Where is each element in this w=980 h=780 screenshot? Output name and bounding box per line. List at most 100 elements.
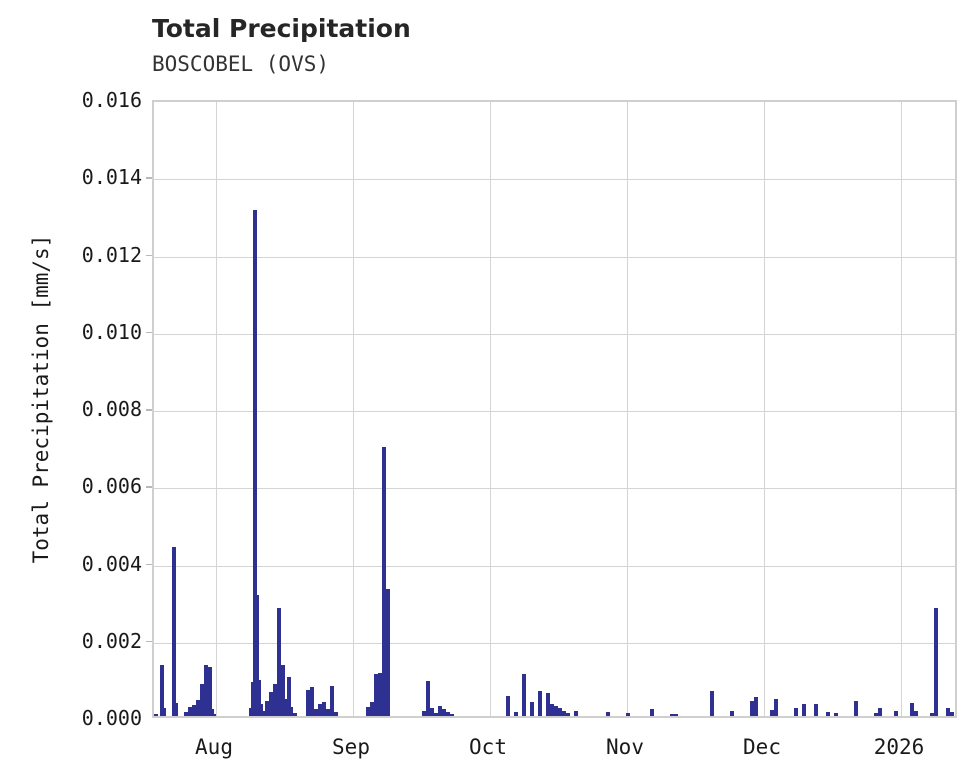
bar xyxy=(878,707,882,716)
bar xyxy=(754,697,758,716)
gridline-horizontal xyxy=(154,565,955,567)
bar xyxy=(530,702,534,716)
x-axis-tick-label: Sep xyxy=(332,735,370,759)
bar xyxy=(184,712,188,716)
y-axis-tick-labels: 0.000 0.002 0.004 0.006 0.008 0.010 0.012 0.014… xyxy=(0,0,142,780)
bar xyxy=(196,700,200,716)
y-axis-tick-mark xyxy=(146,486,153,488)
x-axis-tick-label: Dec xyxy=(743,735,781,759)
chart-subtitle: BOSCOBEL (OVS) xyxy=(152,52,330,76)
bar xyxy=(281,664,285,716)
bar xyxy=(814,703,818,716)
bar xyxy=(172,547,176,716)
y-axis-tick-label: 0.000 xyxy=(81,706,142,730)
bar xyxy=(550,704,554,716)
bar xyxy=(269,691,273,716)
bar xyxy=(277,608,281,716)
y-axis-tick-mark xyxy=(146,409,153,411)
gridline-vertical xyxy=(216,102,217,716)
y-axis-tick-mark xyxy=(146,177,153,179)
bar xyxy=(914,711,918,716)
gridline-horizontal xyxy=(154,488,955,490)
bar xyxy=(293,712,297,716)
bar xyxy=(322,701,326,716)
bar xyxy=(566,712,570,716)
bar xyxy=(710,690,714,716)
bar xyxy=(750,700,754,716)
gridline-vertical xyxy=(901,102,902,716)
y-axis-tick-label: 0.004 xyxy=(81,551,142,576)
bar xyxy=(366,707,370,716)
bar xyxy=(426,681,430,716)
bar xyxy=(774,698,778,716)
bar xyxy=(930,713,934,716)
bar xyxy=(210,709,214,716)
bar xyxy=(670,714,674,716)
bar xyxy=(162,708,166,716)
bar xyxy=(261,710,265,716)
bar xyxy=(192,704,196,716)
bar xyxy=(265,700,269,716)
y-axis-tick-label: 0.002 xyxy=(81,628,142,653)
bar xyxy=(574,710,578,716)
bar xyxy=(894,711,898,716)
bar xyxy=(946,708,950,716)
bar xyxy=(378,672,382,716)
bar xyxy=(422,710,426,716)
gridline-vertical xyxy=(490,102,491,716)
bar xyxy=(826,711,830,716)
bar xyxy=(314,708,318,716)
bar xyxy=(442,708,446,716)
x-axis-tick-label: Nov xyxy=(606,735,644,759)
bar xyxy=(306,689,310,716)
bar xyxy=(554,706,558,716)
gridline-horizontal xyxy=(154,256,955,258)
bar xyxy=(854,700,858,716)
y-axis-tick-label: 0.008 xyxy=(81,397,142,421)
bar xyxy=(434,713,438,716)
bar xyxy=(446,712,450,716)
bar xyxy=(255,595,259,716)
bar xyxy=(438,705,442,716)
bar xyxy=(374,674,378,716)
bar xyxy=(188,707,192,716)
bar xyxy=(386,588,390,716)
bar xyxy=(160,664,164,716)
bar xyxy=(259,703,263,716)
bar xyxy=(834,712,838,716)
x-axis-tick-label: 2026 xyxy=(873,735,925,759)
bar xyxy=(674,714,678,716)
bar xyxy=(200,684,204,716)
bar xyxy=(802,704,806,716)
bar xyxy=(310,687,314,716)
page-title: Total Precipitation xyxy=(152,14,411,43)
bar xyxy=(430,707,434,716)
bar xyxy=(522,674,526,716)
bar xyxy=(730,710,734,716)
bar xyxy=(950,712,954,716)
plot-area xyxy=(152,100,957,718)
bar xyxy=(334,711,338,716)
bar xyxy=(289,706,293,716)
bar xyxy=(650,709,654,716)
bar xyxy=(506,695,510,716)
y-axis-tick-mark xyxy=(146,563,153,566)
y-axis-tick-mark xyxy=(146,640,153,643)
bar xyxy=(257,680,261,716)
y-axis-tick-mark xyxy=(146,254,153,257)
y-axis-tick-mark xyxy=(146,331,153,334)
y-axis-tick-label: 0.014 xyxy=(81,165,142,190)
bar xyxy=(370,702,374,716)
bar xyxy=(273,683,277,716)
bar xyxy=(794,707,798,716)
bar xyxy=(208,667,212,716)
gridline-horizontal xyxy=(154,179,955,181)
bar xyxy=(253,210,257,716)
bar xyxy=(606,711,610,716)
bar xyxy=(212,713,216,716)
gridline-horizontal xyxy=(154,642,955,644)
x-axis-tick-label: Aug xyxy=(195,735,233,759)
bar xyxy=(154,713,158,716)
gridline-vertical xyxy=(764,102,765,716)
